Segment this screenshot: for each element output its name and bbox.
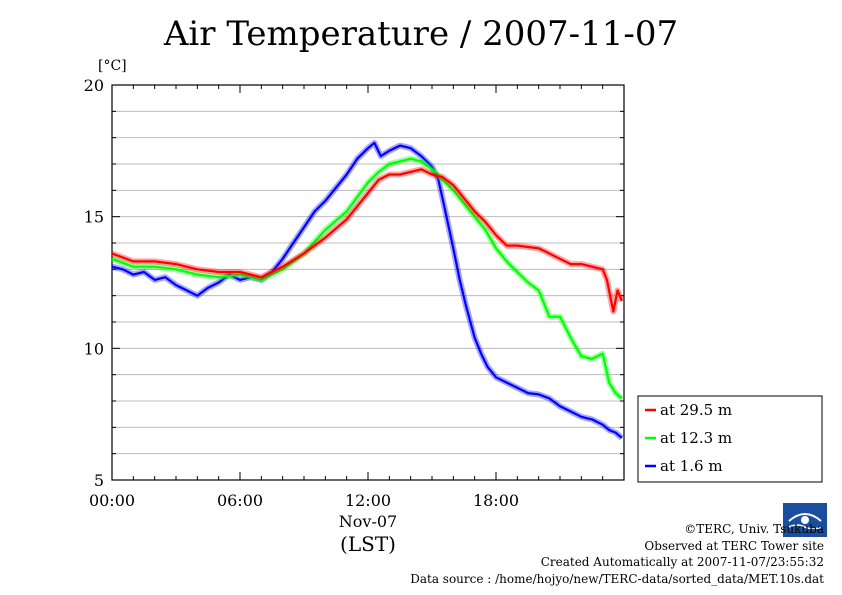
credit-copyright: ©TERC, Univ. Tsukuba — [684, 522, 824, 536]
y-tick-label: 10 — [84, 339, 104, 358]
credit-created: Created Automatically at 2007-11-07/23:5… — [540, 555, 824, 569]
credits-block: ©TERC, Univ. Tsukuba Observed at TERC To… — [410, 521, 824, 587]
x-tick-label: 06:00 — [217, 491, 263, 510]
legend-label: at 1.6 m — [660, 457, 723, 475]
y-tick-label: 20 — [84, 76, 104, 95]
legend: at 29.5 m at 12.3 m at 1.6 m — [637, 395, 823, 483]
credit-data-source: Data source : /home/hojyo/new/TERC-data/… — [410, 571, 824, 586]
legend-label: at 12.3 m — [660, 429, 732, 447]
y-axis-unit-label: [°C] — [98, 58, 127, 74]
y-tick-label: 15 — [84, 208, 104, 227]
gridlines — [112, 110, 624, 455]
x-tick-label: 18:00 — [473, 491, 519, 510]
terc-logo — [783, 503, 827, 537]
series-line — [111, 157, 623, 400]
chart-title: Air Temperature / 2007-11-07 — [163, 14, 679, 54]
axis-ticks — [111, 84, 625, 481]
x-date-label: Nov-07 — [339, 512, 397, 531]
x-axis-label: (LST) — [340, 532, 396, 556]
legend-box — [637, 395, 823, 483]
legend-label: at 29.5 m — [660, 401, 732, 419]
x-tick-label: 00:00 — [89, 491, 135, 510]
credit-observed: Observed at TERC Tower site — [644, 538, 824, 553]
series-line — [111, 141, 623, 439]
plot-frame — [111, 84, 625, 481]
x-tick-labels: 00:00 06:00 12:00 18:00 — [89, 491, 519, 510]
y-tick-label: 5 — [94, 471, 104, 490]
series-lines — [110, 139, 625, 441]
x-tick-label: 12:00 — [345, 491, 391, 510]
y-tick-labels: 5 10 15 20 — [84, 76, 104, 490]
series-line — [111, 168, 623, 313]
